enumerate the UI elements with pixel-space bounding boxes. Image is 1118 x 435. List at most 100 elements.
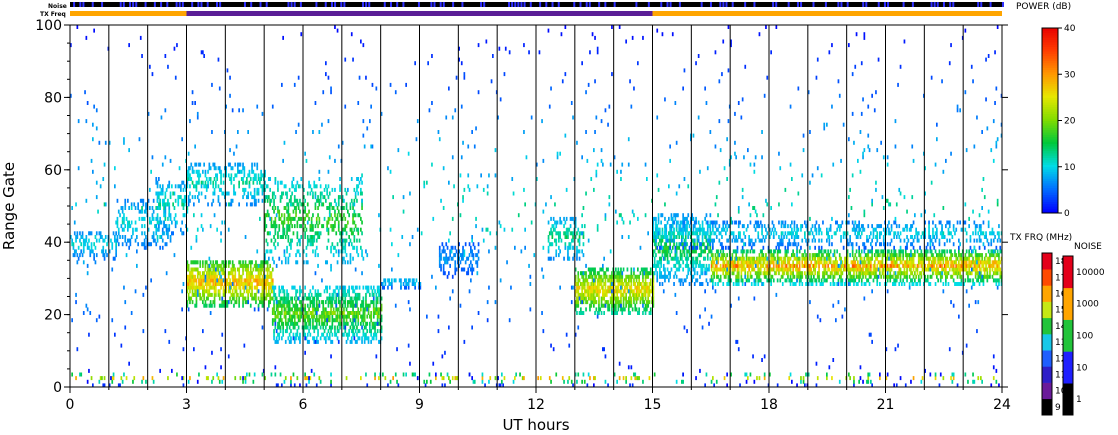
data-cell <box>582 274 585 279</box>
data-cell <box>367 336 370 341</box>
data-cell <box>357 184 360 189</box>
data-cell <box>132 231 134 236</box>
data-cell <box>304 209 306 214</box>
data-cell <box>986 267 989 272</box>
data-cell <box>264 285 266 290</box>
data-cell <box>582 300 585 305</box>
data-cell <box>655 231 657 236</box>
data-cell <box>564 235 567 239</box>
data-cell <box>353 289 356 294</box>
data-cell <box>195 169 198 174</box>
data-cell <box>572 231 574 236</box>
data-cell <box>849 274 851 279</box>
data-cell <box>321 311 323 315</box>
data-cell <box>155 216 158 221</box>
data-cell <box>778 267 780 272</box>
data-cell <box>459 260 462 265</box>
data-cell <box>753 256 756 261</box>
data-cell <box>290 195 292 200</box>
data-cell <box>186 169 189 174</box>
data-cell <box>876 249 879 254</box>
data-cell <box>178 195 181 200</box>
data-cell <box>879 260 881 265</box>
data-cell <box>347 311 349 315</box>
data-cell <box>936 274 938 279</box>
data-cell <box>163 198 165 203</box>
data-cell <box>317 198 319 203</box>
data-cell <box>315 325 318 330</box>
data-cell <box>251 296 253 301</box>
data-cell <box>741 260 744 265</box>
data-cell <box>731 256 734 261</box>
data-cell <box>282 332 284 337</box>
data-cell <box>701 235 704 239</box>
data-cell <box>974 260 977 265</box>
data-cell <box>238 282 240 286</box>
data-cell <box>555 253 558 258</box>
data-cell <box>356 296 358 301</box>
data-cell <box>145 245 147 250</box>
data-cell <box>885 274 888 279</box>
data-cell <box>925 253 928 258</box>
noise-bar-segment <box>800 2 803 7</box>
data-cell <box>823 267 826 272</box>
data-cell <box>306 303 309 308</box>
data-cell <box>775 263 778 268</box>
data-cell <box>265 224 268 229</box>
data-cell <box>688 224 691 229</box>
data-cell <box>945 278 947 283</box>
noise-bar-segment <box>430 2 433 7</box>
data-cell <box>740 267 743 272</box>
data-cell <box>920 271 923 276</box>
data-cell <box>161 245 164 250</box>
data-cell <box>102 253 105 258</box>
data-cell <box>695 278 697 283</box>
data-cell <box>605 300 608 305</box>
data-cell <box>881 260 884 265</box>
data-cell <box>440 267 442 272</box>
data-cell <box>268 231 270 236</box>
data-cell <box>296 311 299 315</box>
data-cell <box>274 231 277 236</box>
data-cell <box>970 260 973 265</box>
data-cell <box>204 289 207 294</box>
data-cell <box>101 249 103 254</box>
data-cell <box>848 267 850 272</box>
data-cell <box>835 260 837 265</box>
data-cell <box>349 238 352 243</box>
data-cell <box>888 267 890 272</box>
data-cell <box>797 260 800 265</box>
data-cell <box>959 256 961 261</box>
data-cell <box>860 278 863 283</box>
data-cell <box>191 285 194 290</box>
data-cell <box>247 289 249 294</box>
data-cell <box>635 278 638 283</box>
data-cell <box>763 271 766 276</box>
data-cell <box>640 282 643 286</box>
data-cell <box>222 271 225 276</box>
data-cell <box>722 253 725 258</box>
data-cell <box>308 184 310 189</box>
data-cell <box>366 289 369 294</box>
data-cell <box>358 238 361 243</box>
data-cell <box>111 242 114 247</box>
data-cell <box>945 263 947 268</box>
data-cell <box>926 274 929 279</box>
data-cell <box>375 321 378 326</box>
data-cell <box>727 267 730 272</box>
data-cell <box>211 202 213 207</box>
data-cell <box>613 274 616 279</box>
data-cell <box>182 231 185 236</box>
data-cell <box>836 249 838 254</box>
data-cell <box>899 249 902 254</box>
data-cell <box>805 282 807 286</box>
data-cell <box>758 253 761 258</box>
data-cell <box>183 195 186 200</box>
data-cell <box>322 325 325 330</box>
data-cell <box>684 231 687 236</box>
data-cell <box>233 296 235 301</box>
data-cell <box>693 220 696 225</box>
data-cell <box>686 253 688 258</box>
data-cell <box>304 318 306 323</box>
data-cell <box>945 267 947 272</box>
